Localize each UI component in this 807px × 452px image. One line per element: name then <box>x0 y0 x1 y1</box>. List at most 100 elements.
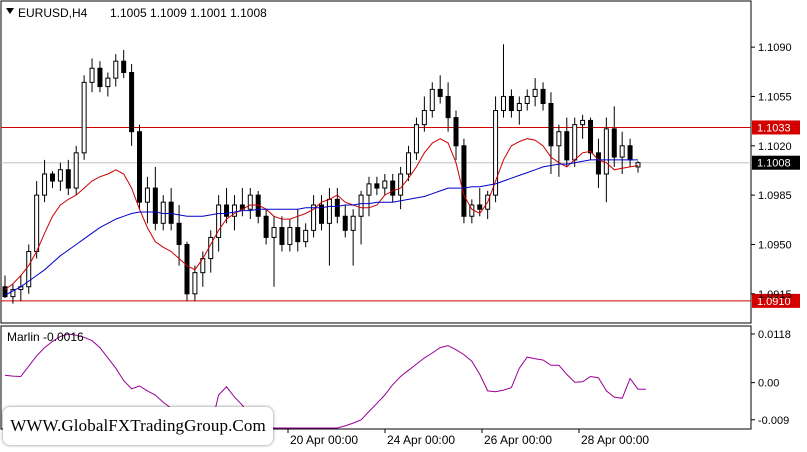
oscillator <box>4 333 646 429</box>
candles <box>2 44 641 304</box>
candle-body <box>342 215 348 231</box>
level-price-label: 1.1033 <box>757 122 791 134</box>
candle-body <box>453 117 459 147</box>
candle-body <box>603 128 609 175</box>
candle-body <box>26 251 32 288</box>
candle-body <box>97 67 103 88</box>
candle-body <box>437 88 443 97</box>
candle-body <box>42 173 48 196</box>
candle-body <box>89 67 95 83</box>
candle-body <box>627 145 633 161</box>
time-axis: 20 Apr 00:00 24 Apr 00:00 26 Apr 00:00 28 A… <box>287 429 649 447</box>
candle-body <box>493 110 499 196</box>
candle-body <box>287 227 293 245</box>
oscillator-axis: 0.0118 0.00 -0.009 <box>751 329 791 427</box>
candle-body <box>406 152 412 175</box>
candle-body <box>366 183 372 196</box>
time-tick-label: 24 Apr 00:00 <box>387 433 455 447</box>
candle-body <box>152 187 158 224</box>
level-price-label: 1.0910 <box>757 296 791 308</box>
candle-body <box>390 180 396 196</box>
main-chart-frame <box>0 0 752 324</box>
candle-body <box>580 119 586 126</box>
candle-body <box>564 131 570 161</box>
fast-ma-line <box>4 138 639 291</box>
time-tick-label: 26 Apr 00:00 <box>484 433 552 447</box>
candle-body <box>2 286 8 298</box>
price-tick-label: 1.1090 <box>758 42 792 54</box>
price-axis: 1.1090 1.1055 1.1020 1.0985 1.0950 1.0915 <box>751 42 792 301</box>
price-tick-label: 1.1055 <box>758 91 792 103</box>
symbol-label: EURUSD,H4 <box>18 6 88 20</box>
moving-average-lines <box>4 138 639 296</box>
candle-body <box>176 222 182 245</box>
candle-body <box>350 215 356 231</box>
osc-tick-label: 0.00 <box>758 378 779 390</box>
candle-body <box>113 60 119 79</box>
collapse-triangle-icon[interactable] <box>6 8 14 14</box>
time-tick-label: 28 Apr 00:00 <box>581 433 649 447</box>
candle-body <box>319 204 324 224</box>
watermark-text: WWW.GlobalFXTradingGroup.Com <box>10 416 266 435</box>
candle-body <box>57 169 63 182</box>
candle-body <box>382 180 388 189</box>
candle-body <box>295 227 301 243</box>
candle-body <box>398 173 404 196</box>
candle-body <box>224 204 230 217</box>
slow-ma-line <box>4 159 638 296</box>
candle-body <box>137 131 143 203</box>
level-price-box <box>752 120 800 135</box>
candle-body <box>413 124 419 154</box>
price-tick-label: 1.1020 <box>758 141 792 153</box>
candle-body <box>105 77 111 88</box>
candle-body <box>271 227 277 238</box>
candle-body <box>65 169 71 189</box>
candle-body <box>421 110 427 126</box>
current-price-label: 1.1008 <box>757 158 791 170</box>
candle-body <box>231 204 237 217</box>
candle-body <box>595 152 601 175</box>
watermark-badge: WWW.GlobalFXTradingGroup.Com <box>3 407 273 445</box>
candle-body <box>326 198 332 224</box>
time-tick-label: 20 Apr 00:00 <box>290 433 358 447</box>
candle-body <box>508 95 514 112</box>
candle-body <box>184 243 190 295</box>
candle-body <box>263 215 269 238</box>
candle-body <box>334 198 340 217</box>
candle-body <box>524 95 530 104</box>
candle-body <box>635 162 641 168</box>
candle-body <box>429 88 435 112</box>
osc-tick-label: -0.009 <box>758 415 789 427</box>
horizontal-levels: 1.1033 1.0910 1.1008 <box>1 120 800 308</box>
level-price-box <box>752 293 800 308</box>
candle-body <box>129 71 135 133</box>
candle-body <box>461 145 467 217</box>
candle-body <box>311 204 317 231</box>
candle-body <box>540 88 546 104</box>
candle-body <box>10 289 16 298</box>
candle-body <box>81 81 87 154</box>
price-tick-label: 1.0950 <box>758 239 792 251</box>
candle-body <box>477 204 483 210</box>
candle-body <box>144 187 150 203</box>
candle-body <box>619 145 625 158</box>
ohlc-label: 1.1005 1.1009 1.1001 1.1008 <box>110 6 267 20</box>
price-tick-label: 1.0985 <box>758 190 792 202</box>
marlin-line <box>4 333 646 429</box>
candle-body <box>611 128 617 158</box>
candle-body <box>445 95 451 119</box>
candle-body <box>168 201 174 224</box>
candle-body <box>247 194 253 210</box>
candle-body <box>548 102 554 147</box>
candle-body <box>216 204 222 238</box>
candle-body <box>532 88 538 97</box>
candle-body <box>208 236 214 260</box>
candle-body <box>192 272 198 295</box>
candle-body <box>121 60 127 73</box>
candle-body <box>34 194 40 253</box>
candle-body <box>73 152 79 189</box>
osc-tick-label: 0.0118 <box>758 329 791 341</box>
candle-body <box>279 227 285 245</box>
candle-body <box>303 229 309 243</box>
